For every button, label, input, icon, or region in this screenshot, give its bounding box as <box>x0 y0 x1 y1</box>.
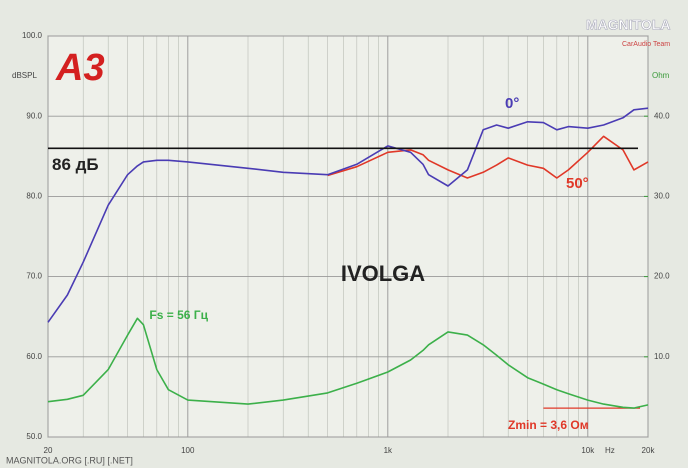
x-axis-label: Hz <box>605 446 615 455</box>
y2-tick-label: 40.0 <box>654 111 670 120</box>
y-tick-label: 60.0 <box>26 352 42 361</box>
chart-title: IVOLGA <box>341 261 425 286</box>
y-tick-label: 70.0 <box>26 272 42 281</box>
series-line <box>47 107 649 323</box>
watermark: MAGNITOLA <box>586 17 671 33</box>
fs-label: Fs = 56 Гц <box>149 308 208 322</box>
y2-tick-label: 20.0 <box>654 272 670 281</box>
x-tick-label: 20k <box>642 446 656 455</box>
x-tick-label: 10k <box>581 446 595 455</box>
marks <box>47 107 649 409</box>
series-label: 50° <box>566 175 589 192</box>
y2-axis-label: Ohm <box>652 71 670 80</box>
y-tick-label: 90.0 <box>26 111 42 120</box>
y2-tick-label: 10.0 <box>654 352 670 361</box>
series-line <box>47 317 649 409</box>
footer: MAGNITOLA.ORG [.RU] [.NET] <box>6 455 133 465</box>
series-line <box>327 135 649 179</box>
zmin-label: Zmin = 3,6 Ом <box>508 418 589 432</box>
y2-tick-label: 30.0 <box>654 192 670 201</box>
logo: A3 <box>55 47 105 89</box>
y-tick-label: 50.0 <box>26 432 42 441</box>
x-tick-label: 20 <box>44 446 53 455</box>
y-axis-label: dBSPL <box>12 71 37 80</box>
plot-area <box>47 35 649 438</box>
series-label: 0° <box>505 95 519 112</box>
y-tick-label: 80.0 <box>26 192 42 201</box>
watermark-sub: CarAudio Team <box>622 41 670 48</box>
x-tick-label: 1k <box>384 446 393 455</box>
grid <box>47 35 649 438</box>
x-tick-label: 100 <box>181 446 195 455</box>
reference-label: 86 дБ <box>52 155 99 174</box>
y-tick-label: 100.0 <box>22 31 43 40</box>
